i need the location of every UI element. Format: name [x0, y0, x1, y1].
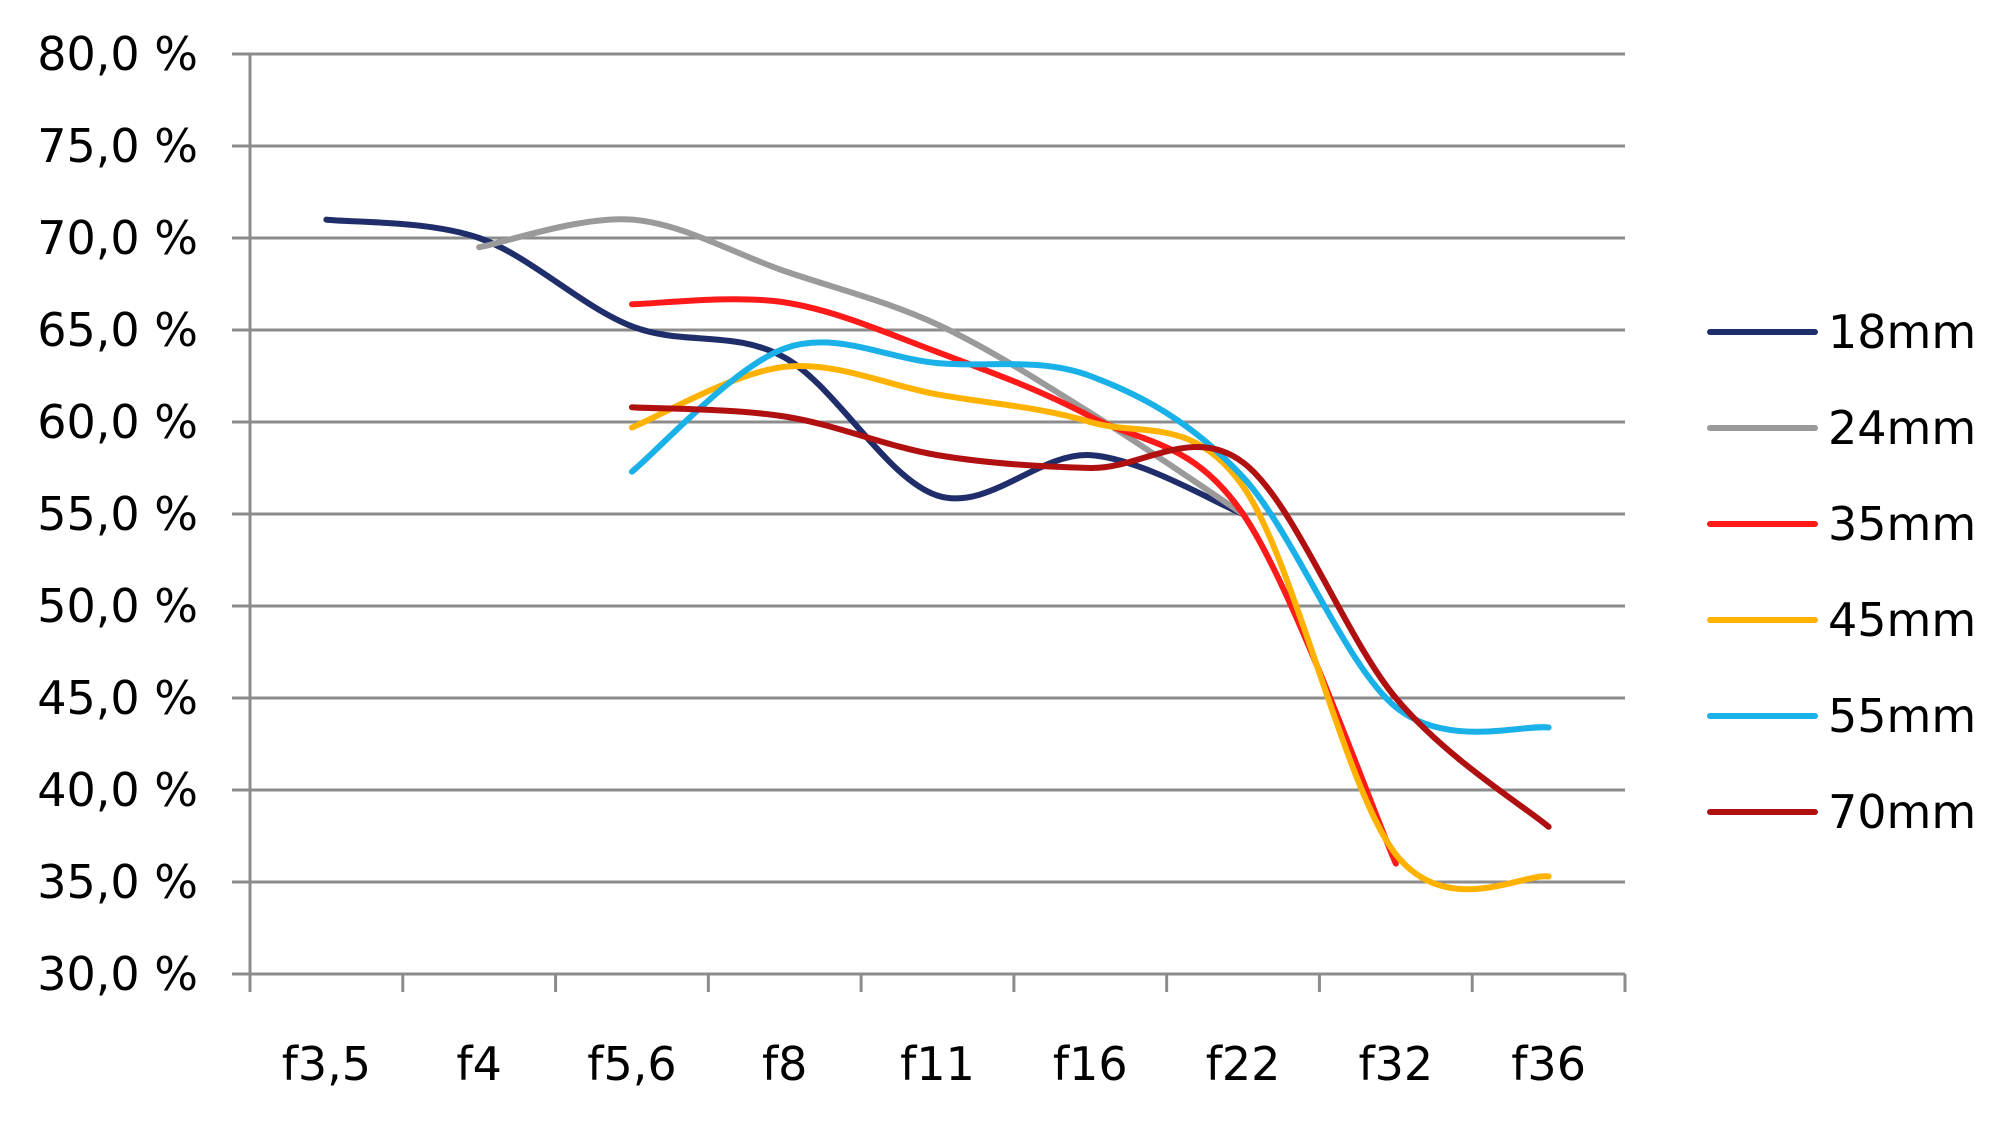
- series-line-45mm: [628, 363, 1552, 893]
- legend-label-35mm: 35mm: [1828, 497, 1976, 551]
- y-tick-label: 35,0 %: [37, 855, 198, 909]
- y-tick-label: 70,0 %: [37, 211, 198, 265]
- x-tick-label: f8: [762, 1037, 807, 1091]
- y-tick-label: 80,0 %: [37, 27, 198, 81]
- y-tick-label: 55,0 %: [37, 487, 198, 541]
- legend-label-70mm: 70mm: [1828, 785, 1976, 839]
- legend-label-18mm: 18mm: [1828, 305, 1976, 359]
- legend-label-55mm: 55mm: [1828, 689, 1976, 743]
- series-line-24mm: [476, 216, 1247, 517]
- series-line-35mm: [628, 296, 1399, 867]
- x-tick-label: f5,6: [587, 1037, 676, 1091]
- series-line-55mm: [628, 339, 1552, 735]
- series-lines: [323, 216, 1552, 893]
- legend-label-24mm: 24mm: [1828, 401, 1976, 455]
- x-tick-label: f3,5: [282, 1037, 371, 1091]
- axes: 30,0 % 35,0 % 40,0 % 45,0 % 50,0 % 55,0 % 60,0…: [37, 27, 1627, 1091]
- x-tick-label: f32: [1358, 1037, 1433, 1091]
- legend-label-45mm: 45mm: [1828, 593, 1976, 647]
- y-tick-label: 65,0 %: [37, 303, 198, 357]
- series-line-18mm: [323, 216, 1247, 517]
- legend: 18mm 24mm 35mm 45mm 55mm 70mm: [1707, 305, 1976, 839]
- x-tick-label: f11: [900, 1037, 975, 1091]
- y-tick-label: 60,0 %: [37, 395, 198, 449]
- x-tick-label: f36: [1511, 1037, 1586, 1091]
- x-tick-label: f4: [456, 1037, 501, 1091]
- y-tick-label: 75,0 %: [37, 119, 198, 173]
- y-tick-label: 45,0 %: [37, 671, 198, 725]
- y-tick-label: 40,0 %: [37, 763, 198, 817]
- series-line-70mm: [628, 404, 1552, 830]
- y-tick-label: 30,0 %: [37, 947, 198, 1001]
- grid-lines: [232, 52, 1625, 884]
- x-tick-label: f16: [1053, 1037, 1128, 1091]
- x-tick-label: f22: [1206, 1037, 1281, 1091]
- y-tick-label: 50,0 %: [37, 579, 198, 633]
